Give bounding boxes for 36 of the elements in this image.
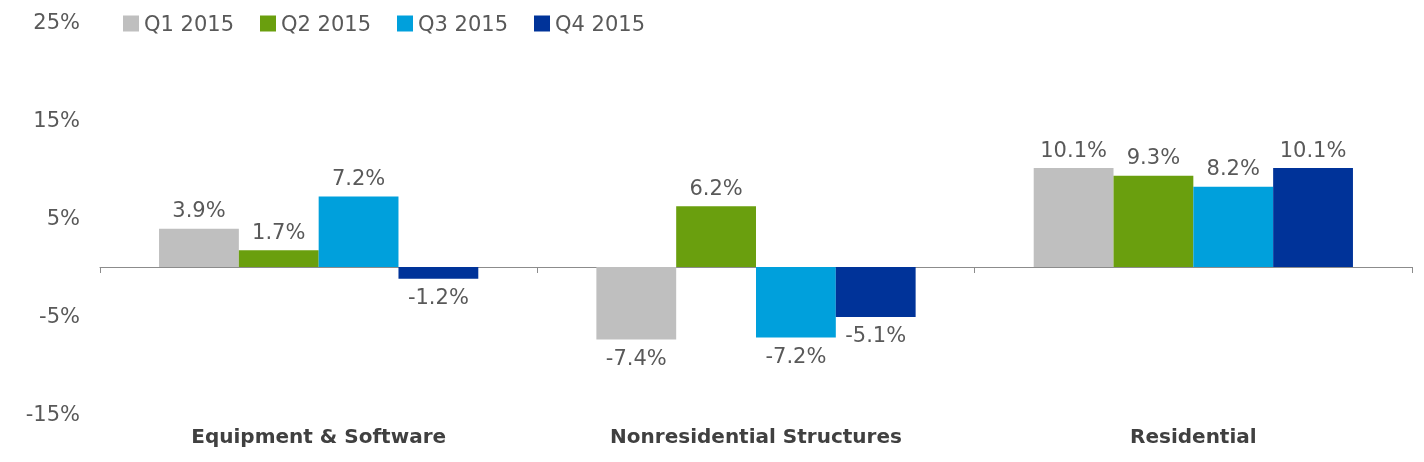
y-tick-label: 15% [33, 108, 80, 132]
bar [596, 267, 677, 340]
y-tick-label: -5% [39, 304, 80, 328]
x-tick-label: Equipment & Software [191, 424, 447, 448]
bar [1113, 175, 1194, 267]
data-label: 10.1% [1279, 137, 1347, 162]
legend-label: Q2 2015 [281, 11, 372, 36]
data-label: -7.2% [765, 344, 827, 369]
bar [1033, 168, 1114, 267]
data-label: -5.1% [845, 323, 907, 348]
bar [318, 196, 399, 267]
data-label: 6.2% [689, 175, 743, 200]
legend-label: Q4 2015 [555, 11, 646, 36]
legend-label: Q3 2015 [418, 11, 509, 36]
data-label: 9.3% [1126, 145, 1181, 170]
bar [676, 206, 756, 267]
y-tick-label: -15% [25, 402, 80, 426]
x-tick-label: Nonresidential Structures [610, 424, 902, 448]
bar [756, 267, 836, 338]
data-label: -1.2% [407, 285, 469, 310]
bar [398, 267, 479, 279]
data-label: 10.1% [1040, 137, 1107, 162]
data-label: 8.2% [1206, 156, 1260, 181]
bar [1273, 168, 1353, 267]
bar [835, 267, 916, 317]
y-tick-label: 5% [46, 206, 80, 230]
data-label: -7.4% [605, 346, 667, 371]
bar [238, 250, 319, 267]
legend-label: Q1 2015 [144, 11, 235, 36]
x-tick-label: Residential [1130, 424, 1257, 448]
bar [159, 228, 239, 267]
data-label: 1.7% [252, 219, 306, 244]
data-label: 3.9% [172, 198, 226, 223]
y-tick-label: 25% [33, 10, 80, 34]
data-label: 7.2% [331, 165, 386, 190]
bar [1193, 186, 1274, 267]
